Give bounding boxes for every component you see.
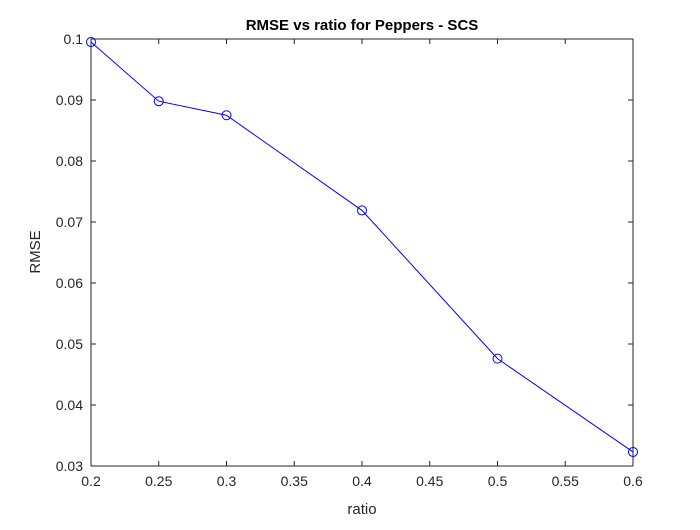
data-point — [221, 110, 232, 121]
x-tick-label: 0.6 — [623, 473, 643, 489]
y-tick-label: 0.04 — [56, 397, 83, 413]
y-tick-label: 0.06 — [56, 275, 83, 291]
data-point — [357, 205, 367, 216]
plot-area — [90, 38, 634, 467]
data-point — [492, 353, 503, 364]
x-tick-label: 0.4 — [352, 473, 372, 489]
x-tick-label: 0.2 — [81, 473, 101, 489]
x-axis-ticks: 0.2 0.25 0.3 0.35 0.4 0.45 0.5 0.55 0.6 — [81, 39, 643, 489]
chart-title: RMSE vs ratio for Peppers - SCS — [246, 17, 479, 34]
x-tick-label: 0.25 — [145, 473, 172, 489]
data-point — [153, 96, 164, 107]
y-axis-ticks: 0.03 0.04 0.05 0.06 0.07 0.08 0.09 0.1 — [56, 31, 633, 474]
y-tick-label: 0.07 — [56, 214, 83, 230]
y-tick-label: 0.1 — [64, 31, 84, 47]
y-tick-label: 0.09 — [56, 92, 83, 108]
x-tick-label: 0.5 — [488, 473, 508, 489]
y-tick-label: 0.05 — [56, 336, 83, 352]
y-tick-label: 0.08 — [56, 153, 83, 169]
x-tick-label: 0.3 — [217, 473, 237, 489]
series-line — [90, 41, 634, 453]
y-tick-label: 0.03 — [56, 458, 83, 474]
data-point — [628, 446, 638, 457]
x-tick-label: 0.55 — [552, 473, 579, 489]
x-tick-label: 0.45 — [416, 473, 443, 489]
x-axis-label: ratio — [347, 501, 376, 518]
y-axis-label: RMSE — [27, 230, 44, 273]
data-point — [86, 37, 96, 48]
x-tick-label: 0.35 — [281, 473, 308, 489]
series-layer — [86, 37, 638, 457]
